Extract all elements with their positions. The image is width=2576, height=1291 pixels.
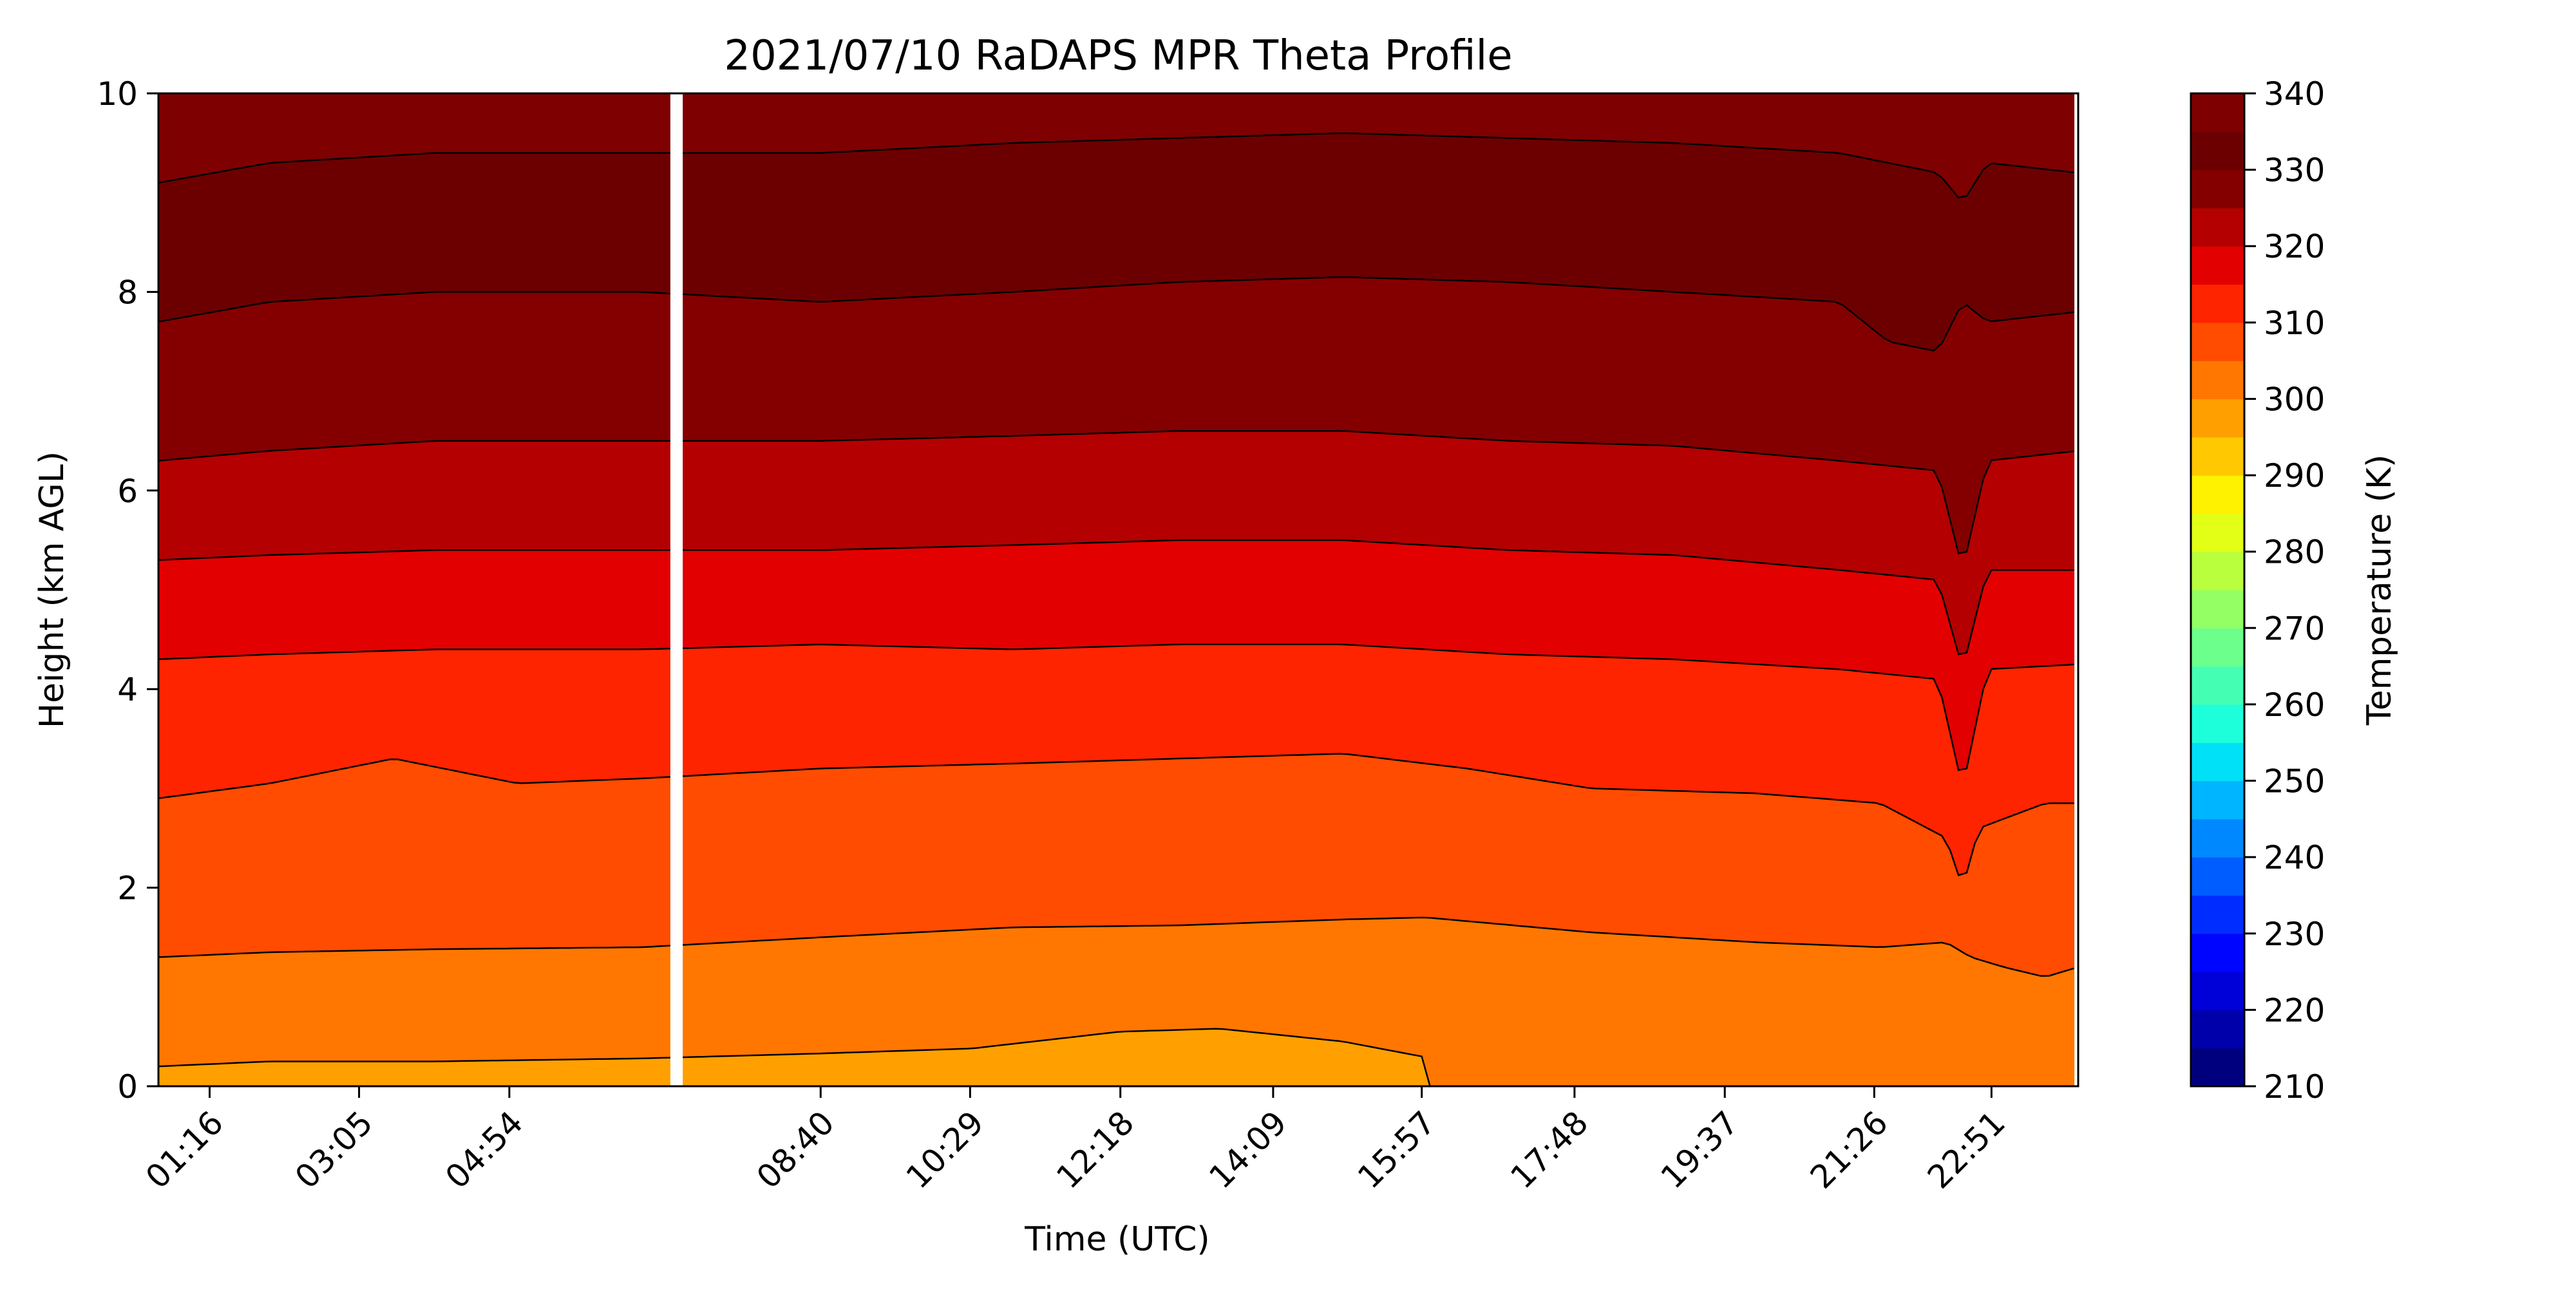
colorbar-segment-9 [2191, 704, 2244, 743]
y-axis: 0 2 4 6 8 10 [97, 75, 158, 1106]
colorbar-segment-6 [2191, 818, 2244, 858]
x-tick-label-9: 19:37 [1654, 1104, 1746, 1196]
colorbar-tick-label-300: 300 [2264, 381, 2325, 418]
y-tick-label-2: 2 [117, 870, 138, 907]
chart-title: 2021/07/10 RaDAPS MPR Theta Profile [724, 32, 1512, 80]
x-tick-label-3: 08:40 [750, 1104, 842, 1196]
plot-frame [157, 92, 2079, 1088]
colorbar-segment-10 [2191, 666, 2244, 705]
y-axis-label: Height (km AGL) [33, 451, 71, 728]
colorbar-tick-label-330: 330 [2264, 152, 2325, 189]
x-axis-label: Time (UTC) [1024, 1220, 1209, 1259]
colorbar-tick-label-270: 270 [2264, 610, 2325, 647]
colorbar-label: Temperature (K) [2360, 455, 2399, 726]
colorbar-segment-20 [2191, 284, 2244, 323]
colorbar-segment-23 [2191, 169, 2244, 209]
x-axis: 01:16 03:05 04:54 08:40 10:29 12:18 14:09 15:57… [138, 1086, 2012, 1196]
colorbar-segment-8 [2191, 742, 2244, 782]
colorbar-segment-4 [2191, 895, 2244, 934]
contour-315K [158, 643, 2074, 771]
contour-320K [158, 539, 2074, 655]
colorbar-segment-16 [2191, 437, 2244, 476]
colorbar-tick-label-280: 280 [2264, 534, 2325, 571]
y-tick-label-8: 8 [117, 274, 138, 311]
colorbar-segment-11 [2191, 628, 2244, 667]
colorbar-tick-label-250: 250 [2264, 763, 2325, 800]
colorbar-segment-2 [2191, 972, 2244, 1010]
colorbar-segment-21 [2191, 246, 2244, 285]
colorbar-segment-0 [2191, 1048, 2244, 1087]
x-tick-label-0: 01:16 [138, 1104, 231, 1196]
colorbar-tick-label-240: 240 [2264, 839, 2325, 876]
colorbar-tick-label-290: 290 [2264, 457, 2325, 495]
contour-335K [158, 132, 2074, 199]
x-tick-label-11: 22:51 [1920, 1104, 2012, 1196]
colorbar-segment-22 [2191, 207, 2244, 247]
colorbar-tick-label-210: 210 [2264, 1068, 2325, 1106]
x-tick-label-10: 21:26 [1803, 1104, 1895, 1196]
colorbar-segment-7 [2191, 780, 2244, 820]
x-tick-label-5: 12:18 [1049, 1104, 1141, 1196]
colorbar-segment-13 [2191, 551, 2244, 590]
x-tick-label-8: 17:48 [1503, 1104, 1595, 1196]
colorbar-segment-18 [2191, 361, 2244, 400]
contour-300K [158, 1028, 2074, 1086]
x-tick-label-1: 03:05 [288, 1104, 380, 1196]
colorbar-segment-12 [2191, 590, 2244, 628]
colorbar-segment-24 [2191, 131, 2244, 171]
colorbar-segment-3 [2191, 933, 2244, 972]
contour-305K [158, 916, 2074, 977]
colorbar: 210 220 230 240 250 260 270 280 290 300 310 320 330 3… [2190, 75, 2325, 1106]
colorbar-segment-15 [2191, 475, 2244, 514]
colorbar-frame [2190, 92, 2246, 1088]
x-tick-label-7: 15:57 [1350, 1104, 1443, 1196]
colorbar-tick-label-220: 220 [2264, 992, 2325, 1029]
colorbar-segment-14 [2191, 513, 2244, 552]
contour-330K [158, 276, 2074, 352]
y-tick-label-10: 10 [97, 75, 138, 113]
colorbar-tick-label-230: 230 [2264, 916, 2325, 953]
y-tick-label-6: 6 [117, 473, 138, 510]
colorbar-tick-label-320: 320 [2264, 228, 2325, 265]
y-tick-label-0: 0 [117, 1068, 138, 1106]
plot-area [158, 93, 2075, 1086]
x-tick-label-4: 10:29 [899, 1104, 991, 1196]
colorbar-segment-1 [2191, 1010, 2244, 1049]
colorbar-segment-5 [2191, 857, 2244, 896]
colorbar-segment-17 [2191, 399, 2244, 438]
contour-325K [158, 430, 2074, 554]
x-tick-label-6: 14:09 [1202, 1104, 1294, 1196]
colorbar-tick-label-310: 310 [2264, 305, 2325, 342]
colorbar-segment-19 [2191, 322, 2244, 361]
x-tick-label-2: 04:54 [438, 1104, 530, 1196]
colorbar-tick-label-260: 260 [2264, 686, 2325, 724]
data-gap [670, 93, 683, 1086]
contour-310K [158, 753, 2074, 876]
colorbar-segment-25 [2191, 93, 2244, 132]
y-tick-label-4: 4 [117, 671, 138, 708]
colorbar-tick-label-340: 340 [2264, 75, 2325, 113]
